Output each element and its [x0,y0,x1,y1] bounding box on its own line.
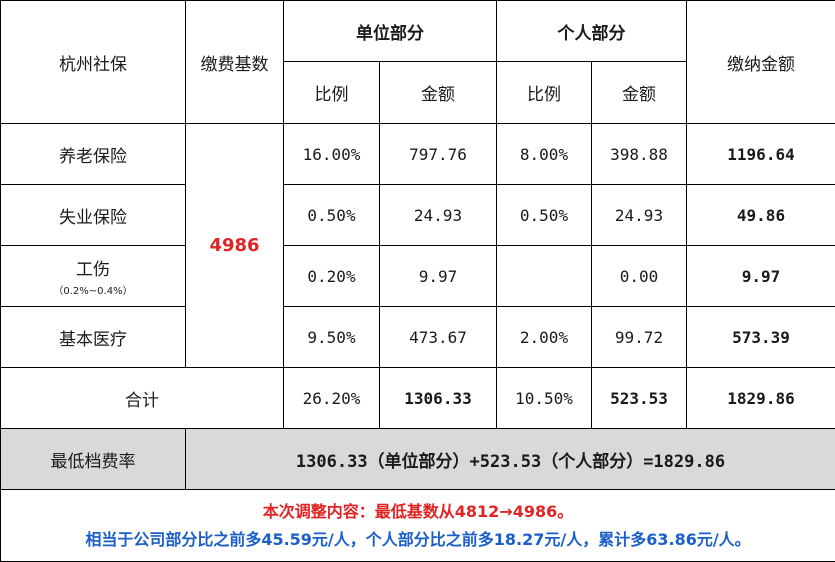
sum-per-amount: 523.53 [591,367,687,429]
per-ratio-cell [496,245,592,307]
row-name-cell: 工伤 （0.2%~0.4%） [0,245,186,307]
sum-label: 合计 [0,367,284,429]
min-rate-label: 最低档费率 [0,428,186,490]
row-name: 工伤 [76,260,110,280]
header-per-ratio: 比例 [496,61,592,124]
header-employer-part: 单位部分 [283,0,497,62]
header-emp-amount: 金额 [379,61,497,124]
sum-total: 1829.86 [686,367,835,429]
per-ratio-cell: 8.00% [496,123,592,185]
emp-ratio-cell: 0.20% [283,245,380,307]
header-emp-ratio: 比例 [283,61,380,124]
row-name: 失业保险 [0,184,186,246]
per-amount-cell: 0.00 [591,245,687,307]
notes-row: 本次调整内容：最低基数从4812→4986。 相当于公司部分比之前多45.59元… [0,489,835,562]
header-region: 杭州社保 [0,0,186,124]
note-line-1: 本次调整内容：最低基数从4812→4986。 [262,501,574,521]
emp-amount-cell: 9.97 [379,245,497,307]
note-line-2: 相当于公司部分比之前多45.59元/人，个人部分比之前多18.27元/人，累计多… [85,529,751,549]
emp-amount-cell: 797.76 [379,123,497,185]
base-value: 4986 [185,123,284,368]
total-cell: 49.86 [686,184,835,246]
row-name: 基本医疗 [0,306,186,368]
min-rate-formula: 1306.33（单位部分）+523.53（个人部分）=1829.86 [185,428,835,490]
sum-per-ratio: 10.50% [496,367,592,429]
emp-ratio-cell: 9.50% [283,306,380,368]
header-total-amount: 缴纳金额 [686,0,835,124]
total-cell: 573.39 [686,306,835,368]
per-amount-cell: 99.72 [591,306,687,368]
header-per-amount: 金额 [591,61,687,124]
row-name: 养老保险 [0,123,186,185]
min-rate-row: 最低档费率 1306.33（单位部分）+523.53（个人部分）=1829.86 [0,428,835,490]
sum-emp-ratio: 26.20% [283,367,380,429]
emp-amount-cell: 473.67 [379,306,497,368]
emp-ratio-cell: 0.50% [283,184,380,246]
emp-amount-cell: 24.93 [379,184,497,246]
table-row: 养老保险 4986 16.00% 797.76 8.00% 398.88 119… [0,123,835,368]
sum-emp-amount: 1306.33 [379,367,497,429]
emp-ratio-cell: 16.00% [283,123,380,185]
total-cell: 1196.64 [686,123,835,185]
header-personal-part: 个人部分 [496,0,687,62]
row-name-sub: （0.2%~0.4%） [53,286,133,297]
sum-row: 合计 26.20% 1306.33 10.50% 523.53 1829.86 [0,367,835,429]
notes-cell: 本次调整内容：最低基数从4812→4986。 相当于公司部分比之前多45.59元… [0,489,835,562]
table-row: 基本医疗 9.50% 473.67 2.00% 99.72 573.39 [0,306,835,368]
per-amount-cell: 24.93 [591,184,687,246]
total-cell: 9.97 [686,245,835,307]
per-amount-cell: 398.88 [591,123,687,185]
per-ratio-cell: 0.50% [496,184,592,246]
header-base: 缴费基数 [185,0,284,124]
per-ratio-cell: 2.00% [496,306,592,368]
table-row: 失业保险 0.50% 24.93 0.50% 24.93 49.86 [0,184,835,246]
table-row: 工伤 （0.2%~0.4%） 0.20% 9.97 0.00 9.97 [0,245,835,307]
